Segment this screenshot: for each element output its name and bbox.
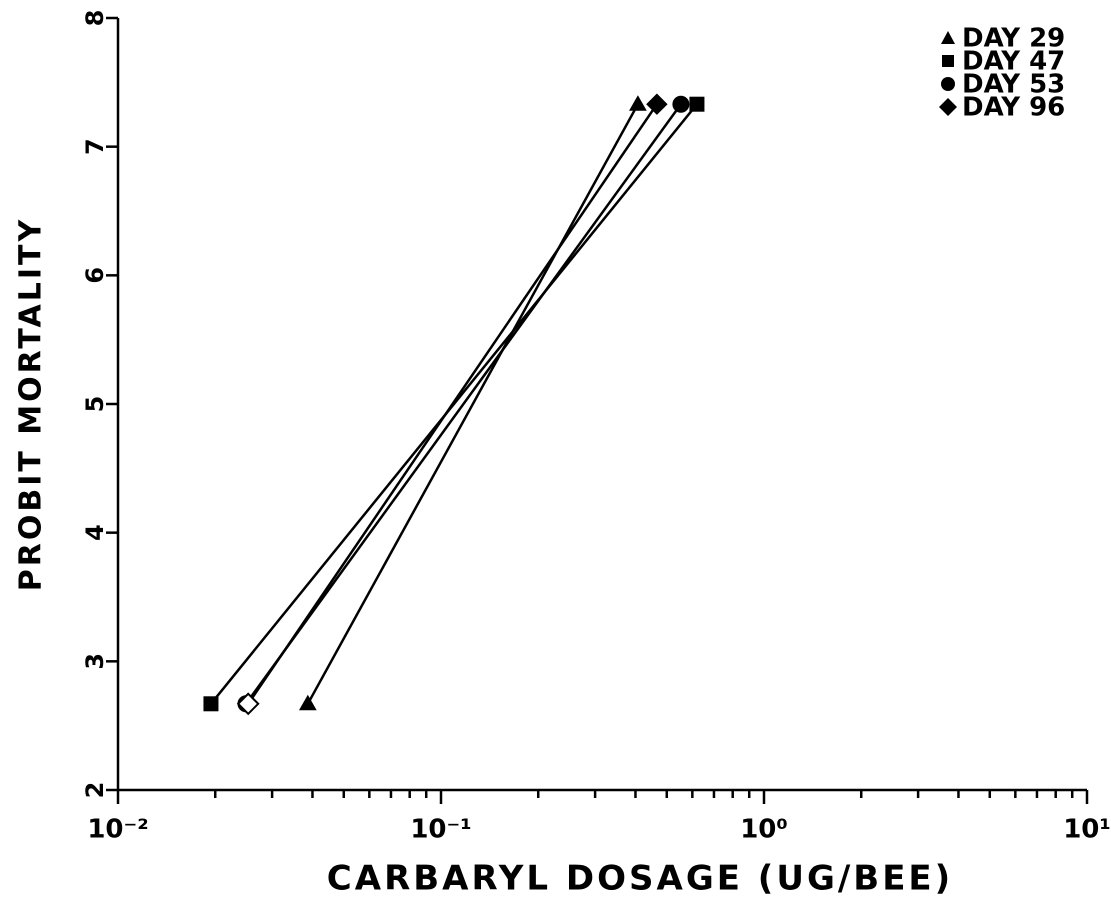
marker — [629, 95, 647, 111]
y-tick-label: 7 — [81, 138, 109, 155]
marker — [672, 95, 690, 113]
y-tick-label: 8 — [81, 10, 109, 27]
series-line — [247, 103, 658, 705]
x-tick-label: 10⁻² — [87, 815, 148, 845]
legend-label: DAY 96 — [962, 93, 1065, 123]
marker — [298, 694, 317, 711]
y-axis-label: PROBIT MORTALITY — [14, 217, 49, 591]
y-tick-label: 5 — [81, 396, 109, 413]
legend-marker — [942, 55, 954, 67]
y-tick-label: 6 — [81, 267, 109, 284]
x-axis-label: CARBARYL DOSAGE (UG/BEE) — [327, 859, 953, 899]
x-tick-label: 10¹ — [1063, 815, 1111, 845]
legend-marker — [941, 31, 955, 44]
legend-label: DAY 53 — [962, 70, 1065, 100]
legend-label: DAY 29 — [962, 24, 1065, 54]
y-tick-label: 2 — [81, 782, 109, 799]
series-line — [244, 103, 682, 705]
y-tick-label: 4 — [81, 524, 109, 541]
series-line — [306, 103, 639, 705]
x-tick-label: 10⁰ — [740, 815, 788, 845]
marker — [203, 696, 219, 712]
y-tick-label: 3 — [81, 653, 109, 670]
legend-marker — [939, 98, 957, 116]
marker — [236, 692, 260, 716]
legend-marker — [941, 77, 955, 91]
legend-label: DAY 47 — [962, 47, 1065, 77]
marker — [689, 96, 705, 112]
marker — [646, 93, 668, 115]
x-tick-label: 10⁻¹ — [410, 815, 471, 845]
